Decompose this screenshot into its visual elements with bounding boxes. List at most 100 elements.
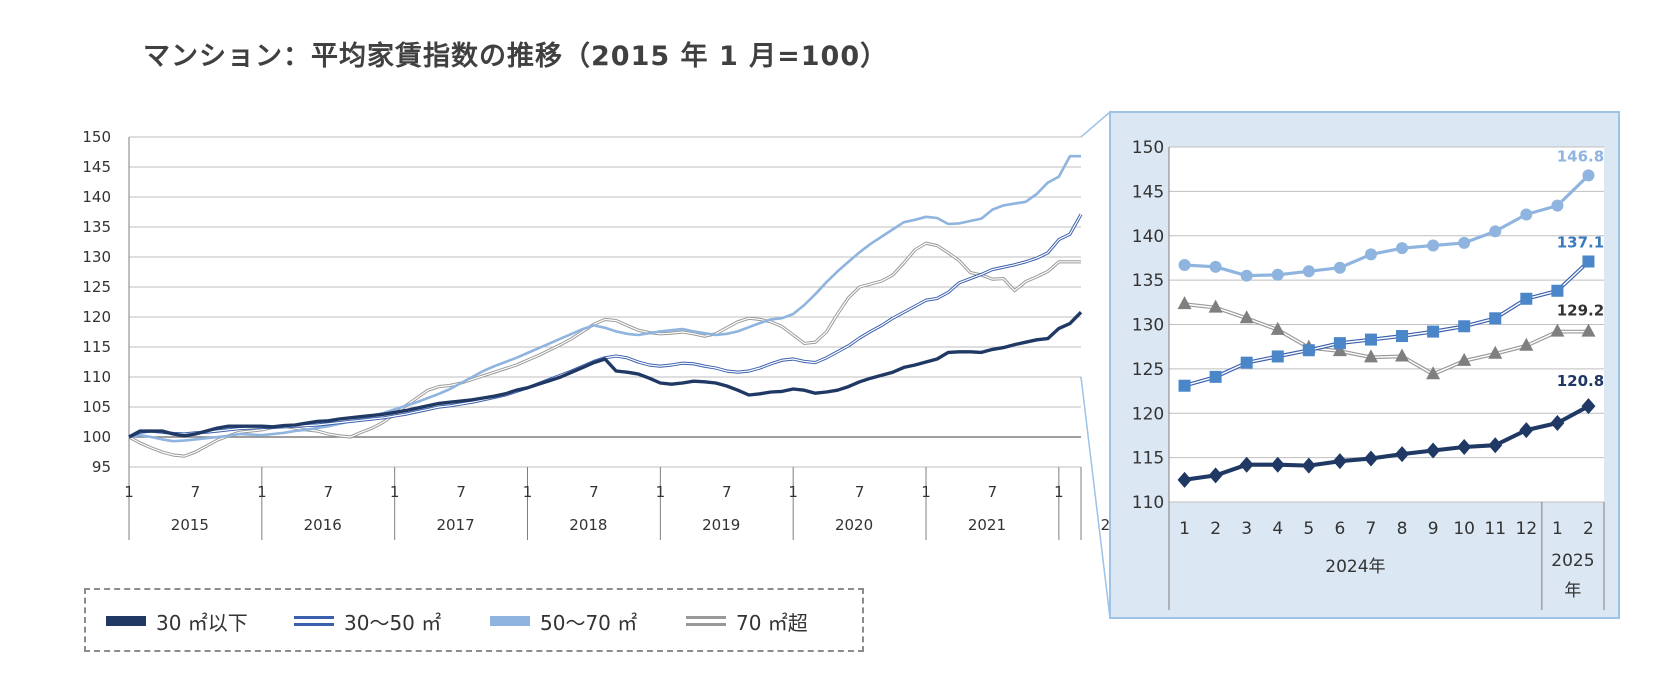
inset-marker-triangle xyxy=(1332,343,1347,357)
inset-end-value-label: 137.1 xyxy=(1557,233,1604,251)
x-year-label: 2018 xyxy=(569,516,607,534)
inset-marker-triangle xyxy=(1426,366,1441,380)
inset-marker-square xyxy=(1302,344,1315,357)
inset-marker-circle xyxy=(1427,239,1440,252)
series-line-s30 xyxy=(128,311,1083,439)
legend-label-50-70: 50〜70 ㎡ xyxy=(540,610,638,635)
y-tick-label: 130 xyxy=(82,248,111,266)
inset-marker-diamond xyxy=(1457,438,1472,455)
inset-y-tick-label: 150 xyxy=(1132,138,1164,158)
inset-marker-square xyxy=(1489,312,1502,325)
inset-marker-triangle xyxy=(1363,349,1378,363)
inset-year-label: 2024年 xyxy=(1325,557,1385,577)
inset-marker-diamond xyxy=(1270,456,1285,473)
x-year-label: 2020 xyxy=(835,516,873,534)
inset-marker-circle xyxy=(1489,225,1502,238)
inset-x-tick-label: 9 xyxy=(1428,519,1439,539)
series-line-s70 xyxy=(128,241,1081,458)
inset-marker-triangle xyxy=(1519,337,1534,351)
inset-marker-triangle xyxy=(1488,345,1503,359)
inset-y-tick-label: 120 xyxy=(1132,404,1164,424)
series-line-s50_70 xyxy=(128,154,1081,443)
legend-item-30-below: 30 ㎡以下 xyxy=(106,608,248,635)
y-tick-label: 135 xyxy=(82,218,111,236)
y-tick-label: 145 xyxy=(82,158,111,176)
y-tick-label: 100 xyxy=(82,428,111,446)
inset-marker-square xyxy=(1396,330,1409,343)
y-tick-label: 95 xyxy=(92,458,111,476)
inset-year-label: 2025 xyxy=(1551,551,1594,571)
x-year-label: 2016 xyxy=(304,516,342,534)
inset-marker-square xyxy=(1364,333,1377,346)
legend-swatch-50-70 xyxy=(490,616,530,626)
inset-y-tick-label: 125 xyxy=(1132,360,1164,380)
x-month-tick-label: 7 xyxy=(722,483,732,501)
inset-marker-diamond xyxy=(1301,457,1316,474)
inset-marker-circle xyxy=(1396,242,1409,255)
inset-marker-circle xyxy=(1458,236,1471,249)
x-month-tick-label: 1 xyxy=(788,483,798,501)
inset-marker-diamond xyxy=(1363,450,1378,467)
inset-y-tick-label: 110 xyxy=(1132,493,1164,513)
inset-marker-circle xyxy=(1520,208,1533,221)
x-month-tick-label: 7 xyxy=(191,483,201,501)
inset-x-tick-label: 4 xyxy=(1272,519,1283,539)
inset-marker-square xyxy=(1178,379,1191,392)
inset-marker-diamond xyxy=(1177,471,1192,488)
inset-marker-circle xyxy=(1333,261,1346,274)
legend-item-50-70: 50〜70 ㎡ xyxy=(490,608,638,635)
x-month-tick-label: 1 xyxy=(523,483,533,501)
x-year-label: 2019 xyxy=(702,516,740,534)
x-month-tick-label: 1 xyxy=(1054,483,1064,501)
inset-x-tick-label: 3 xyxy=(1241,519,1252,539)
inset-marker-triangle xyxy=(1270,321,1285,335)
legend-swatch-30-50 xyxy=(294,616,334,626)
y-tick-label: 105 xyxy=(82,398,111,416)
inset-marker-square xyxy=(1551,284,1564,297)
y-tick-label: 110 xyxy=(82,368,111,386)
inset-marker-diamond xyxy=(1581,398,1596,415)
x-month-tick-label: 1 xyxy=(921,483,931,501)
x-month-tick-label: 1 xyxy=(257,483,267,501)
inset-y-tick-label: 135 xyxy=(1132,271,1164,291)
legend-label-30-below: 30 ㎡以下 xyxy=(156,610,248,635)
legend-label-70-above: 70 ㎡超 xyxy=(736,610,808,635)
inset-marker-square xyxy=(1333,337,1346,350)
inset-marker-diamond xyxy=(1550,415,1565,432)
legend-label-30-50: 30〜50 ㎡ xyxy=(344,610,442,635)
legend: 30 ㎡以下 30〜50 ㎡ 50〜70 ㎡ 70 ㎡超 xyxy=(84,588,864,652)
x-month-tick-label: 7 xyxy=(988,483,998,501)
inset-marker-diamond xyxy=(1488,437,1503,454)
legend-item-70-above: 70 ㎡超 xyxy=(686,608,808,635)
inset-marker-circle xyxy=(1302,265,1315,278)
x-year-label: 2017 xyxy=(436,516,474,534)
inset-marker-circle xyxy=(1209,260,1222,273)
inset-marker-triangle xyxy=(1550,323,1565,337)
inset-marker-square xyxy=(1520,292,1533,305)
inset-marker-circle xyxy=(1240,269,1253,282)
inset-x-tick-label: 11 xyxy=(1484,519,1506,539)
legend-swatch-30-below xyxy=(106,616,146,626)
inset-marker-diamond xyxy=(1395,446,1410,463)
legend-item-30-50: 30〜50 ㎡ xyxy=(294,608,442,635)
inset-marker-circle xyxy=(1271,268,1284,281)
inset-marker-square xyxy=(1209,370,1222,383)
inset-marker-triangle xyxy=(1177,296,1192,310)
x-year-label: 2021 xyxy=(968,516,1006,534)
y-tick-label: 125 xyxy=(82,278,111,296)
x-year-label: 2015 xyxy=(171,516,209,534)
inset-marker-circle xyxy=(1364,248,1377,261)
inset-x-tick-label: 2 xyxy=(1583,519,1594,539)
inset-y-tick-label: 115 xyxy=(1132,449,1164,469)
inset-marker-diamond xyxy=(1519,422,1534,439)
inset-marker-triangle xyxy=(1395,348,1410,362)
inset-x-tick-label: 8 xyxy=(1397,519,1408,539)
inset-x-tick-label: 12 xyxy=(1516,519,1538,539)
inset-marker-diamond xyxy=(1332,453,1347,470)
inset-y-tick-label: 145 xyxy=(1132,182,1164,202)
inset-marker-diamond xyxy=(1208,467,1223,484)
inset-marker-circle xyxy=(1551,199,1564,212)
